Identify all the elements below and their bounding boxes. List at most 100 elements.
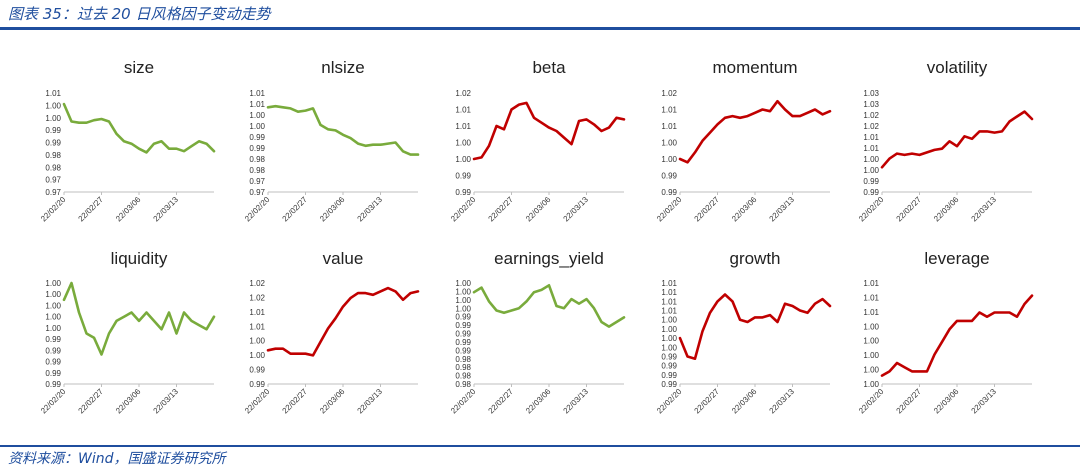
y-tick-label: 1.00 [863,351,879,360]
series-line-size [62,102,216,154]
y-tick-label: 1.00 [455,287,471,296]
y-tick-label: 1.00 [661,325,677,334]
y-tick-label: 1.00 [45,279,61,288]
x-tick-label: 22/02/27 [895,195,924,224]
x-tick-label: 22/03/13 [152,195,181,224]
x-tick-label: 22/03/06 [932,387,961,416]
y-tick-label: 1.01 [863,133,879,142]
x-tick-label: 22/02/27 [693,195,722,224]
y-tick-label: 0.98 [249,155,265,164]
y-tick-label: 0.99 [45,335,61,344]
x-tick-label: 22/03/13 [970,195,999,224]
x-tick-label: 22/03/13 [152,387,181,416]
series-line-nlsize [266,104,420,156]
header-rule [0,27,1080,30]
y-tick-label: 0.99 [455,321,471,330]
y-tick-label: 1.00 [661,139,677,148]
y-tick-label: 1.00 [45,114,61,123]
y-tick-label: 0.97 [249,177,265,186]
y-tick-label: 1.01 [661,307,677,316]
y-tick-label: 0.99 [249,366,265,375]
x-tick-label: 22/03/13 [356,195,385,224]
x-tick-label: 22/02/20 [857,195,886,224]
y-tick-label: 0.99 [455,313,471,322]
x-tick-label: 22/03/06 [114,387,143,416]
y-tick-label: 1.01 [249,308,265,317]
y-tick-label: 0.98 [455,363,471,372]
y-tick-label: 1.00 [661,316,677,325]
y-tick-label: 1.01 [863,308,879,317]
x-tick-label: 22/03/06 [932,195,961,224]
y-tick-label: 0.99 [249,144,265,153]
x-tick-label: 22/02/20 [39,195,68,224]
y-tick-label: 1.00 [661,155,677,164]
figure-title: 图表 35：过去 20 日风格因子变动走势 [8,5,271,23]
y-tick-label: 1.01 [249,100,265,109]
x-tick-label: 22/03/06 [730,195,759,224]
chart-title-leverage: leverage [924,249,989,268]
x-tick-label: 22/03/06 [318,195,347,224]
y-tick-label: 1.00 [45,101,61,110]
y-tick-label: 0.99 [45,139,61,148]
x-tick-label: 22/03/13 [562,387,591,416]
x-tick-label: 22/02/20 [449,195,478,224]
y-tick-label: 1.00 [863,166,879,175]
x-tick-label: 22/02/20 [449,387,478,416]
y-tick-label: 1.00 [863,366,879,375]
y-tick-label: 0.99 [455,188,471,197]
y-tick-label: 1.00 [661,334,677,343]
y-tick-label: 1.00 [863,155,879,164]
y-tick-label: 0.97 [45,188,61,197]
y-tick-label: 1.03 [863,89,879,98]
y-tick-label: 1.02 [249,279,265,288]
y-tick-label: 1.01 [661,279,677,288]
y-tick-label: 1.00 [45,290,61,299]
y-tick-label: 0.97 [249,188,265,197]
x-tick-label: 22/03/13 [970,387,999,416]
y-tick-label: 1.01 [45,89,61,98]
y-tick-label: 0.99 [45,126,61,135]
x-tick-label: 22/02/20 [857,387,886,416]
y-tick-label: 1.00 [455,155,471,164]
y-tick-label: 0.99 [863,177,879,186]
series-line-volatility [880,110,1034,169]
y-tick-label: 1.01 [863,279,879,288]
y-tick-label: 1.00 [249,111,265,120]
y-tick-label: 1.01 [863,144,879,153]
x-tick-label: 22/02/27 [487,195,516,224]
chart-title-nlsize: nlsize [321,58,364,77]
x-tick-label: 22/02/27 [487,387,516,416]
x-tick-label: 22/02/20 [655,195,684,224]
y-tick-label: 1.03 [863,100,879,109]
y-tick-label: 1.00 [863,322,879,331]
x-tick-label: 22/02/27 [895,387,924,416]
y-tick-label: 0.98 [455,355,471,364]
y-tick-label: 0.99 [661,380,677,389]
x-tick-label: 22/02/20 [243,195,272,224]
chart-title-value: value [323,249,364,268]
series-line-beta [472,101,626,161]
x-tick-label: 22/03/06 [730,387,759,416]
y-tick-label: 1.00 [45,324,61,333]
series-line-earnings-yield [472,283,626,328]
x-tick-label: 22/03/06 [524,195,553,224]
y-tick-label: 0.99 [45,369,61,378]
y-tick-label: 0.99 [455,172,471,181]
chart-title-beta: beta [532,58,566,77]
y-tick-label: 0.99 [661,172,677,181]
x-tick-label: 22/02/20 [655,387,684,416]
x-tick-label: 22/02/27 [77,195,106,224]
series-line-value [266,286,420,357]
y-tick-label: 1.00 [863,337,879,346]
y-tick-label: 0.99 [863,188,879,197]
y-tick-label: 0.99 [661,362,677,371]
y-tick-label: 1.01 [455,106,471,115]
x-tick-label: 22/03/06 [524,387,553,416]
series-line-momentum [678,99,832,164]
y-tick-label: 1.00 [455,139,471,148]
y-tick-label: 1.02 [249,293,265,302]
x-tick-label: 22/02/27 [693,387,722,416]
y-tick-label: 0.98 [45,151,61,160]
y-tick-label: 0.99 [249,133,265,142]
